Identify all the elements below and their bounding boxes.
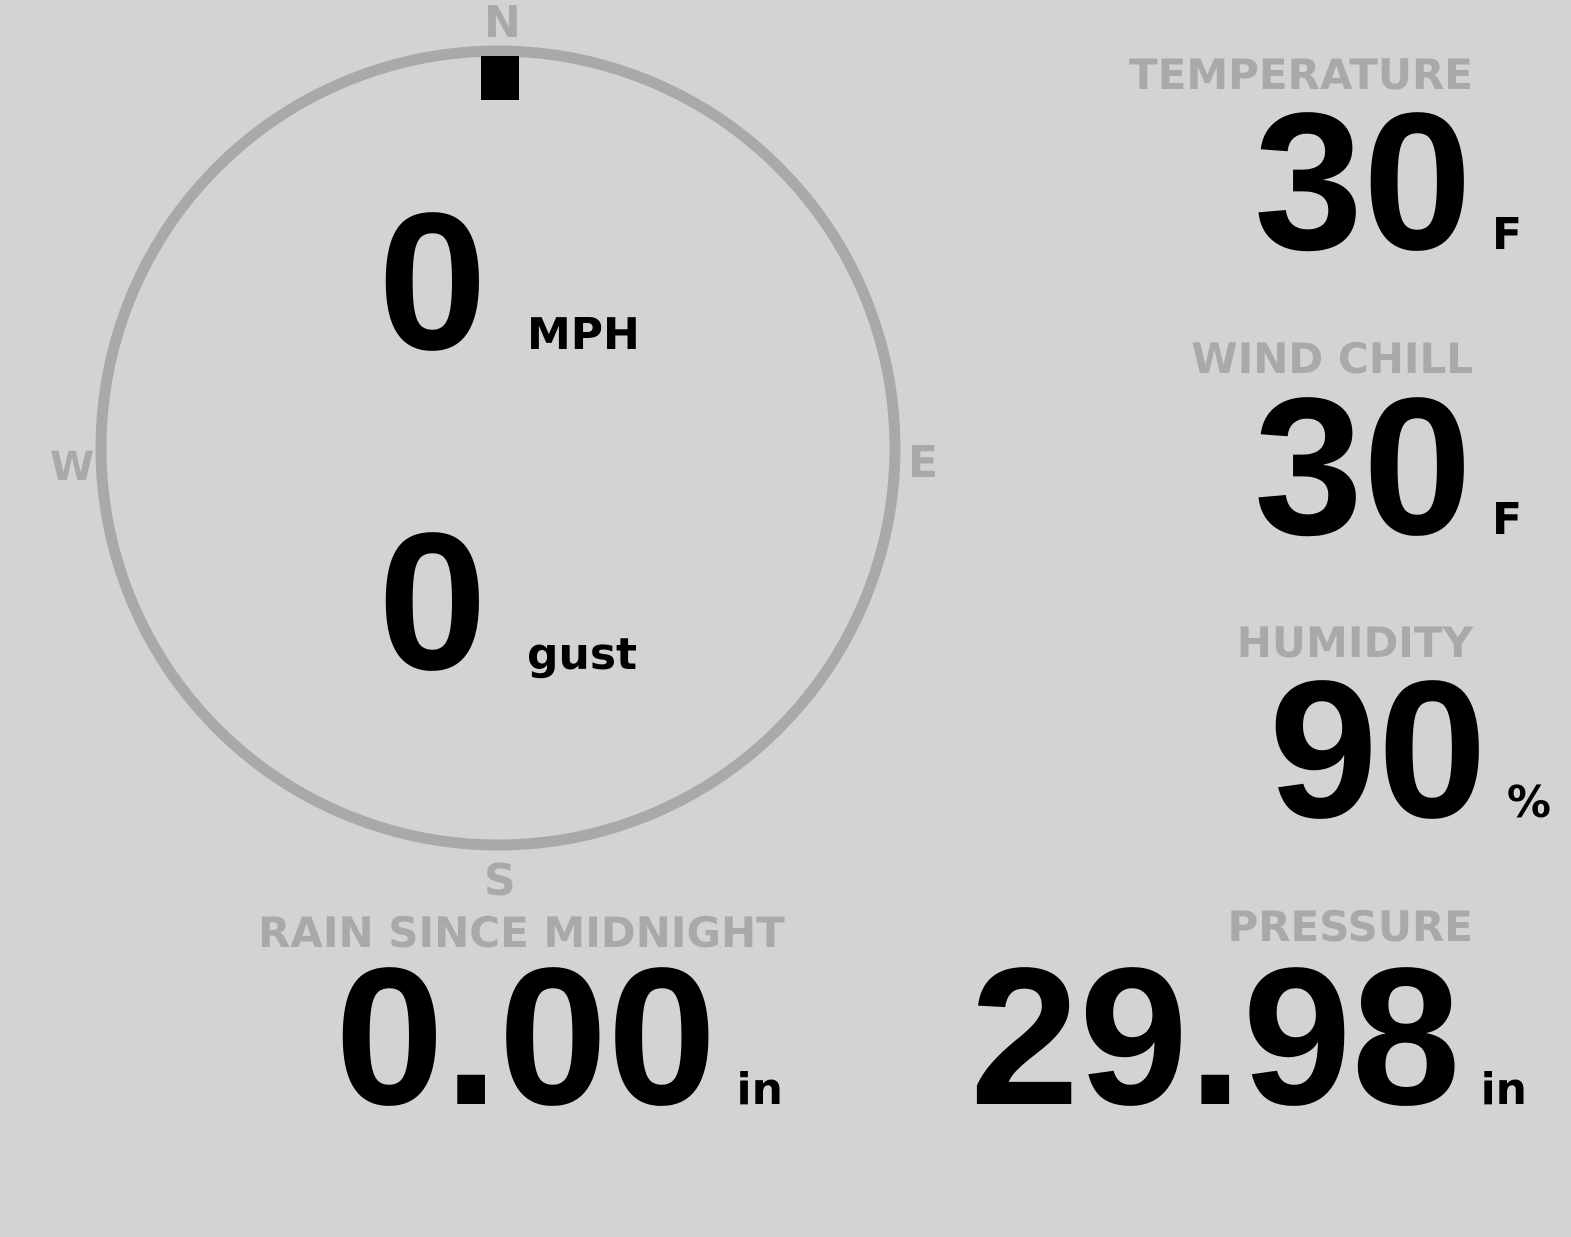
gust-value: 0 [378, 492, 488, 711]
compass-east: E [908, 437, 939, 488]
wind-speed-readout: 0 MPH [378, 172, 640, 391]
rain-value: 0.00 [335, 927, 717, 1146]
humidity-label: HUMIDITY [1236, 618, 1473, 667]
temperature-readout: 30 F [1253, 72, 1522, 291]
humidity-readout: 90 % [1268, 640, 1551, 859]
rain-label: RAIN SINCE MIDNIGHT [258, 908, 785, 957]
wind-speed-unit: MPH [527, 309, 640, 360]
wind-speed-value: 0 [378, 172, 488, 391]
wind-direction-marker [481, 56, 519, 100]
compass-dial [95, 45, 901, 851]
wind-chill-readout: 30 F [1253, 357, 1522, 576]
compass-north: N [484, 0, 521, 48]
wind-chill-unit: F [1491, 494, 1522, 545]
compass-ring [95, 45, 901, 851]
pressure-label: PRESSURE [1227, 902, 1473, 951]
temperature-label: TEMPERATURE [1129, 50, 1473, 99]
compass-west: W [50, 444, 95, 490]
humidity-unit: % [1506, 777, 1551, 828]
pressure-value: 29.98 [970, 927, 1461, 1146]
gust-unit: gust [527, 629, 638, 680]
temperature-value: 30 [1253, 72, 1472, 291]
pressure-readout: 29.98 in [970, 927, 1527, 1146]
wind-chill-value: 30 [1253, 357, 1472, 576]
temperature-unit: F [1491, 209, 1522, 260]
rain-unit: in [736, 1064, 783, 1115]
gust-readout: 0 gust [378, 492, 638, 711]
compass-south: S [484, 855, 516, 906]
rain-readout: 0.00 in [335, 927, 783, 1146]
wind-chill-label: WIND CHILL [1191, 334, 1473, 383]
pressure-unit: in [1480, 1064, 1527, 1115]
humidity-value: 90 [1268, 640, 1487, 859]
